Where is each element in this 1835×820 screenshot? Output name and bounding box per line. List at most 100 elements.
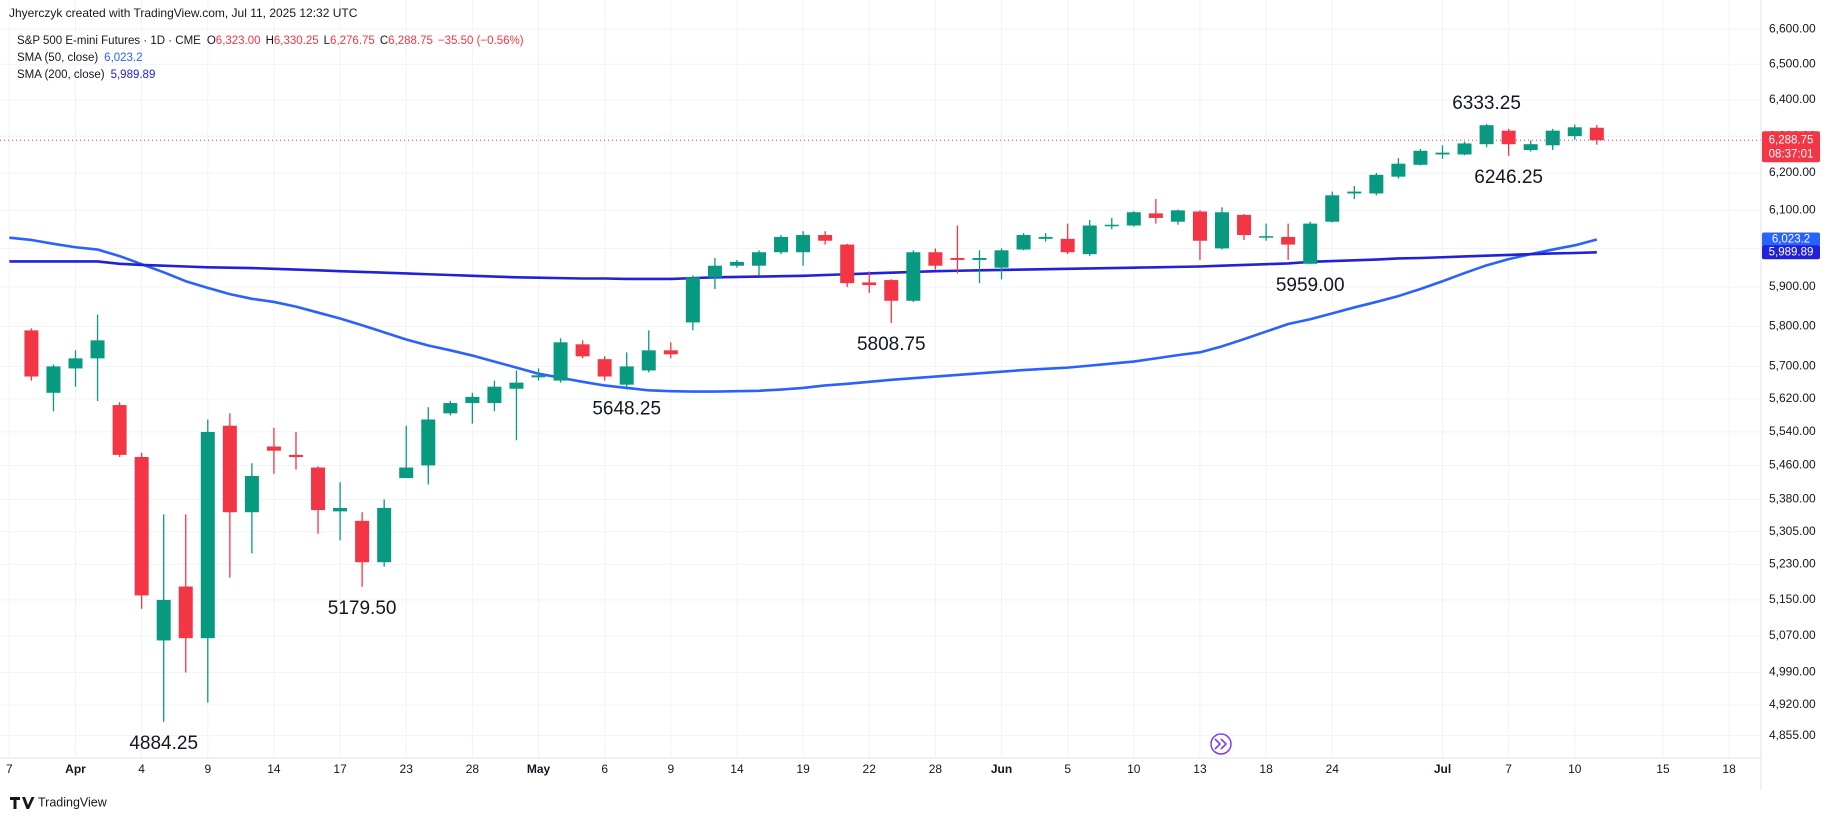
- candle-body: [685, 277, 700, 323]
- candle-body: [1082, 225, 1097, 255]
- y-tick-label: 5,380.00: [1769, 492, 1816, 506]
- candle-body: [1237, 214, 1252, 236]
- x-tick-label: 28: [466, 762, 480, 776]
- last-price-box: [1762, 131, 1820, 163]
- sma-price-box: [1762, 232, 1820, 247]
- x-tick-label: Jun: [991, 762, 1012, 776]
- x-tick-label: 10: [1127, 762, 1141, 776]
- candle-body: [266, 446, 281, 451]
- candle-body: [1126, 212, 1141, 226]
- ohlc-key: C: [380, 35, 388, 47]
- candle-body: [90, 340, 105, 359]
- y-tick-label: 6,600.00: [1769, 21, 1816, 35]
- candle-body: [1192, 211, 1207, 241]
- sma-price-label: 6,023.2: [1772, 234, 1810, 246]
- candle-body: [1325, 195, 1340, 222]
- x-tick-label: 18: [1722, 762, 1736, 776]
- x-tick-label: 14: [730, 762, 744, 776]
- grid: [0, 0, 1761, 758]
- y-tick-label: 5,070.00: [1769, 628, 1816, 642]
- candle-body: [619, 366, 634, 385]
- candle-body: [1016, 235, 1031, 250]
- x-tick-label: 17: [333, 762, 347, 776]
- candle-body: [1303, 223, 1318, 264]
- price-annotation: 6333.25: [1452, 93, 1521, 114]
- x-tick-label: 18: [1259, 762, 1273, 776]
- candle-body: [112, 405, 127, 455]
- candle-body: [311, 467, 326, 511]
- credit: Jhyerczyk created with TradingView.com, …: [9, 6, 358, 20]
- candle-body: [707, 265, 722, 278]
- last-price-label: 6,288.75: [1769, 134, 1814, 146]
- candle-body: [818, 235, 833, 241]
- y-tick-label: 4,855.00: [1769, 728, 1816, 742]
- x-tick-label: 6: [601, 762, 608, 776]
- candle-body: [1435, 152, 1450, 155]
- candle-body: [884, 280, 899, 301]
- x-tick-label: Apr: [65, 762, 86, 776]
- indicator-legend: SMA (50, close) 6,023.2: [17, 52, 143, 64]
- candle-body: [355, 520, 370, 563]
- candle-body: [950, 258, 965, 260]
- candle-body: [1038, 236, 1053, 239]
- x-tick-label: 28: [929, 762, 943, 776]
- candle-body: [68, 358, 83, 369]
- x-tick-label: 15: [1656, 762, 1670, 776]
- candle-body: [1281, 236, 1296, 245]
- candle-body: [553, 342, 568, 381]
- candle-body: [156, 599, 171, 641]
- x-tick-label: 13: [1193, 762, 1207, 776]
- x-tick-label: Jul: [1434, 762, 1451, 776]
- candle-body: [46, 366, 61, 393]
- candle-body: [1369, 174, 1384, 194]
- y-tick-label: 5,540.00: [1769, 424, 1816, 438]
- y-tick-label: 5,700.00: [1769, 359, 1816, 373]
- y-tick-label: 4,920.00: [1769, 697, 1816, 711]
- price-annotation: 5959.00: [1276, 275, 1345, 296]
- candle-body: [1391, 163, 1406, 177]
- price-annotation: 6246.25: [1474, 167, 1543, 188]
- candle-body: [575, 344, 590, 357]
- ohlc-key: O: [207, 35, 216, 47]
- footer-brand: TradingView: [38, 795, 108, 809]
- candle-body: [751, 252, 766, 266]
- candle-body: [377, 507, 392, 563]
- candle-body: [1457, 143, 1472, 155]
- footer: TradingView: [10, 795, 108, 809]
- ohlc-value: 6,276.75: [330, 35, 375, 47]
- candle-body: [333, 507, 348, 512]
- replay-icon[interactable]: [1210, 733, 1232, 755]
- candle-body: [531, 375, 546, 378]
- y-tick-label: 6,400.00: [1769, 92, 1816, 106]
- ohlc-value: 6,288.75: [388, 35, 433, 47]
- indicator-name: SMA (50, close): [17, 52, 98, 64]
- indicator-name: SMA (200, close): [17, 69, 105, 81]
- sma-line: [9, 250, 1597, 281]
- x-tick-label: 19: [796, 762, 810, 776]
- axes: 4,855.00 4,920.00 4,990.00 5,070.00 5,150.00…: [6, 21, 1820, 776]
- countdown-label: 08:37:01: [1769, 148, 1814, 160]
- plot: 6333.25 6246.25 5959.00 5808.75 5648.25 5179.…: [0, 93, 1761, 754]
- ohlc-key: L: [324, 35, 331, 47]
- candle-body: [443, 403, 458, 414]
- candle-body: [1060, 238, 1075, 253]
- candle-body: [994, 250, 1009, 268]
- candle-body: [972, 258, 987, 260]
- x-tick-label: 5: [1064, 762, 1071, 776]
- indicator-legend: SMA (200, close) 5,989.89: [17, 69, 155, 81]
- sma-price-box: [1762, 245, 1820, 260]
- candle-body: [1104, 224, 1119, 227]
- candle-body: [134, 456, 149, 596]
- candle-body: [1545, 130, 1560, 146]
- indicator-value: 6,023.2: [104, 52, 142, 64]
- candle-body: [24, 330, 39, 377]
- price-annotation: 5808.75: [857, 334, 926, 355]
- x-tick-label: 24: [1326, 762, 1340, 776]
- candle-body: [729, 261, 744, 266]
- candle-body: [796, 235, 811, 253]
- candle-body: [1347, 191, 1362, 194]
- x-tick-label: 23: [400, 762, 414, 776]
- y-tick-label: 5,305.00: [1769, 524, 1816, 538]
